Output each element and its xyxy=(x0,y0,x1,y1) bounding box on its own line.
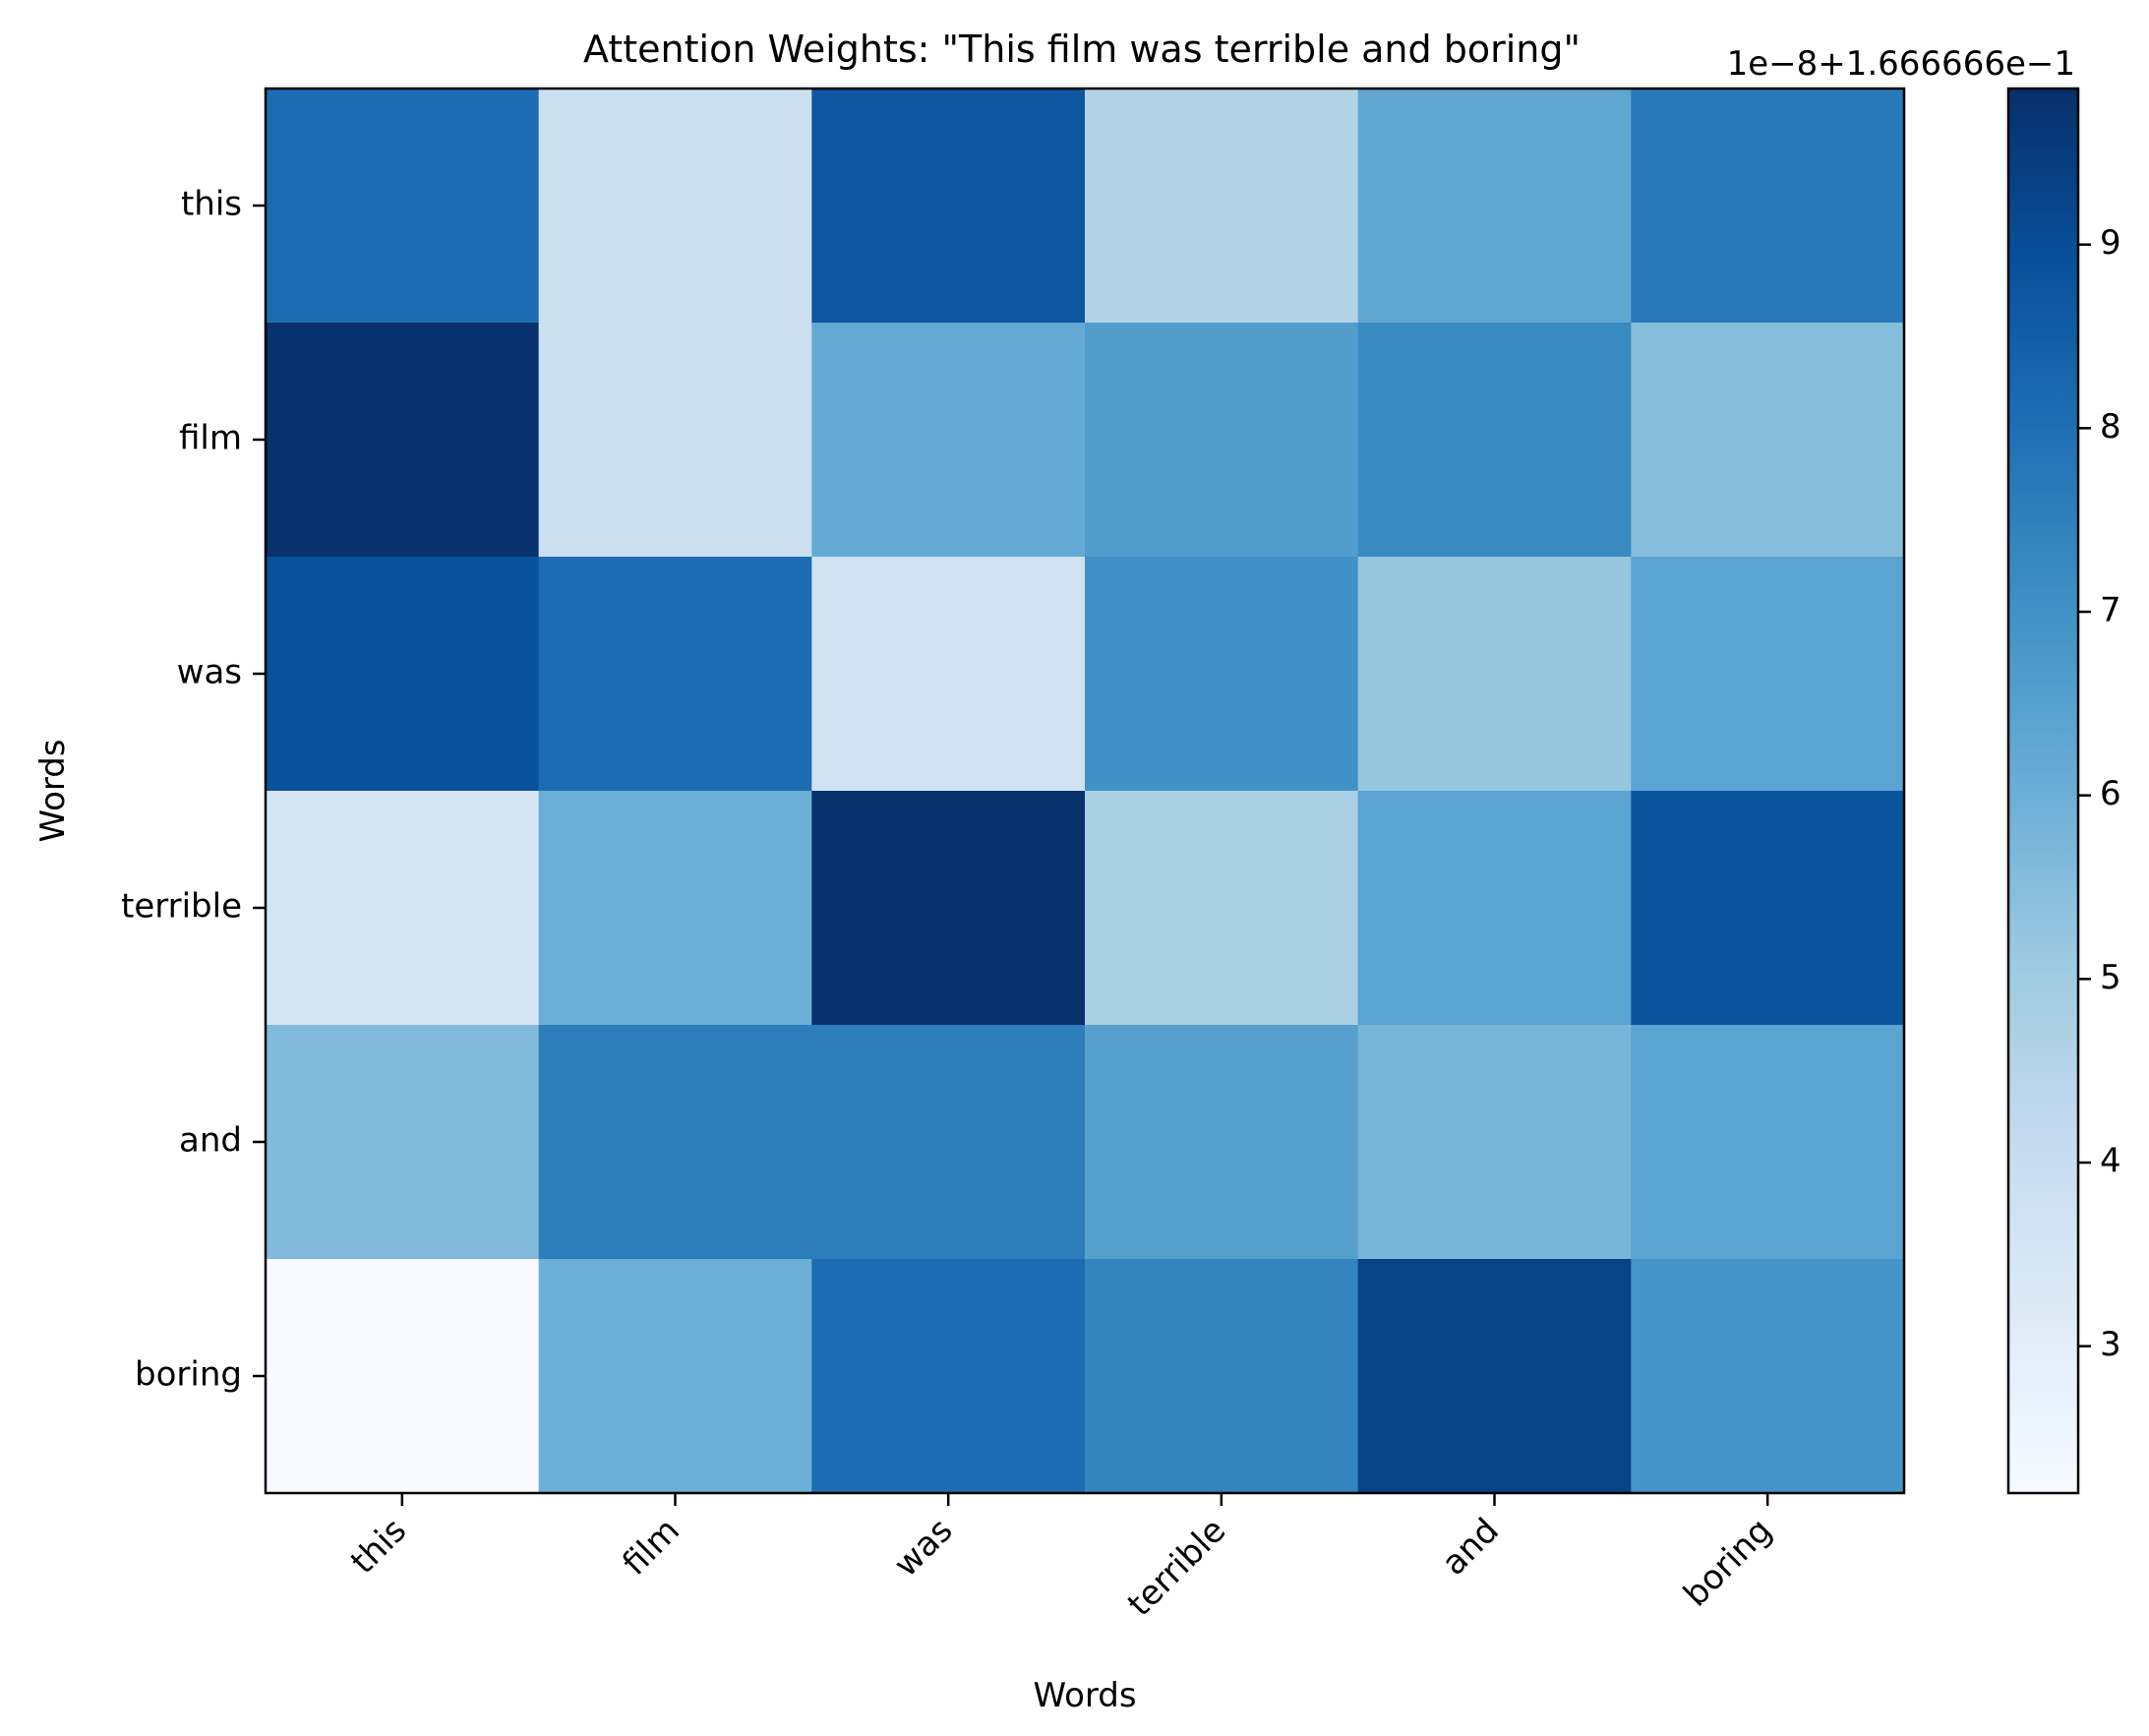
heatmap-cell xyxy=(1631,557,1905,792)
heatmap-cell xyxy=(266,791,540,1026)
colorbar-tick-label: 8 xyxy=(2100,407,2121,447)
heatmap-cell xyxy=(266,89,540,324)
y-tick-label: terrible xyxy=(121,887,242,927)
heatmap-cell xyxy=(811,323,1086,558)
colorbar-tick-label: 6 xyxy=(2100,774,2121,813)
x-tick-label: film xyxy=(615,1511,687,1584)
colorbar-tick-label: 9 xyxy=(2100,223,2121,263)
x-axis-label: Words xyxy=(1033,1676,1136,1715)
heatmap-cell xyxy=(1631,1025,1905,1260)
x-tick-label: boring xyxy=(1676,1511,1779,1614)
colorbar-tick-label: 4 xyxy=(2100,1142,2121,1181)
heatmap-cell xyxy=(1631,323,1905,558)
heatmap-cell xyxy=(811,89,1086,324)
heatmap-cell xyxy=(1085,791,1359,1026)
x-tick-label: was xyxy=(886,1511,960,1585)
heatmap-cell xyxy=(1357,89,1632,324)
heatmap-cell xyxy=(538,1259,812,1494)
x-tick-label: terrible xyxy=(1120,1511,1233,1624)
heatmap-cell xyxy=(1357,323,1632,558)
heatmap-cell xyxy=(538,1025,812,1260)
y-tick-label: this xyxy=(181,185,242,224)
colorbar-tick-label: 3 xyxy=(2100,1325,2121,1364)
plot-frame xyxy=(264,87,1906,1495)
heatmap-cell xyxy=(1631,791,1905,1026)
heatmap-cell xyxy=(1085,1025,1359,1260)
heatmap-cell xyxy=(811,557,1086,792)
colorbar-tick-label: 7 xyxy=(2100,591,2121,630)
heatmap-cell xyxy=(811,1025,1086,1260)
heatmap-cell xyxy=(1631,89,1905,324)
y-tick-label: was xyxy=(177,653,242,692)
heatmap-cell xyxy=(1357,1025,1632,1260)
heatmap-cell xyxy=(1085,557,1359,792)
y-tick-label: film xyxy=(179,419,242,458)
heatmap-cell xyxy=(1085,1259,1359,1494)
x-tick-label: and xyxy=(1434,1511,1507,1584)
heatmap-cell xyxy=(1357,1259,1632,1494)
heatmap-cells xyxy=(266,89,1905,1494)
colorbar xyxy=(2006,87,2080,1495)
heatmap-cell xyxy=(811,791,1086,1026)
heatmap-cell xyxy=(266,1259,540,1494)
heatmap-cell xyxy=(1085,323,1359,558)
heatmap-cell xyxy=(538,89,812,324)
y-axis-ticks: this film was terrible and boring xyxy=(121,185,266,1395)
y-tick-label: and xyxy=(179,1121,242,1161)
x-axis-ticks: this film was terrible and boring xyxy=(343,1493,1780,1624)
y-axis-label: Words xyxy=(33,739,73,842)
heatmap-cell xyxy=(538,557,812,792)
heatmap-cell xyxy=(266,323,540,558)
heatmap-cell xyxy=(538,791,812,1026)
colorbar-offset-label: 1e−8+1.666666e−1 xyxy=(1727,44,2075,84)
heatmap-cell xyxy=(266,1025,540,1260)
heatmap-cell xyxy=(266,557,540,792)
heatmap-cell xyxy=(1357,791,1632,1026)
x-tick-label: this xyxy=(343,1511,414,1582)
heatmap-cell xyxy=(1085,89,1359,324)
heatmap-cell xyxy=(538,323,812,558)
heatmap-cell xyxy=(811,1259,1086,1494)
y-tick-label: boring xyxy=(135,1355,242,1395)
chart-title: Attention Weights: "This film was terrib… xyxy=(583,28,1581,71)
colorbar-tick-label: 5 xyxy=(2100,958,2121,997)
colorbar-ticks: 3 4 5 6 7 8 9 xyxy=(2078,223,2121,1364)
heatmap-cell xyxy=(1631,1259,1905,1494)
heatmap-cell xyxy=(1357,557,1632,792)
